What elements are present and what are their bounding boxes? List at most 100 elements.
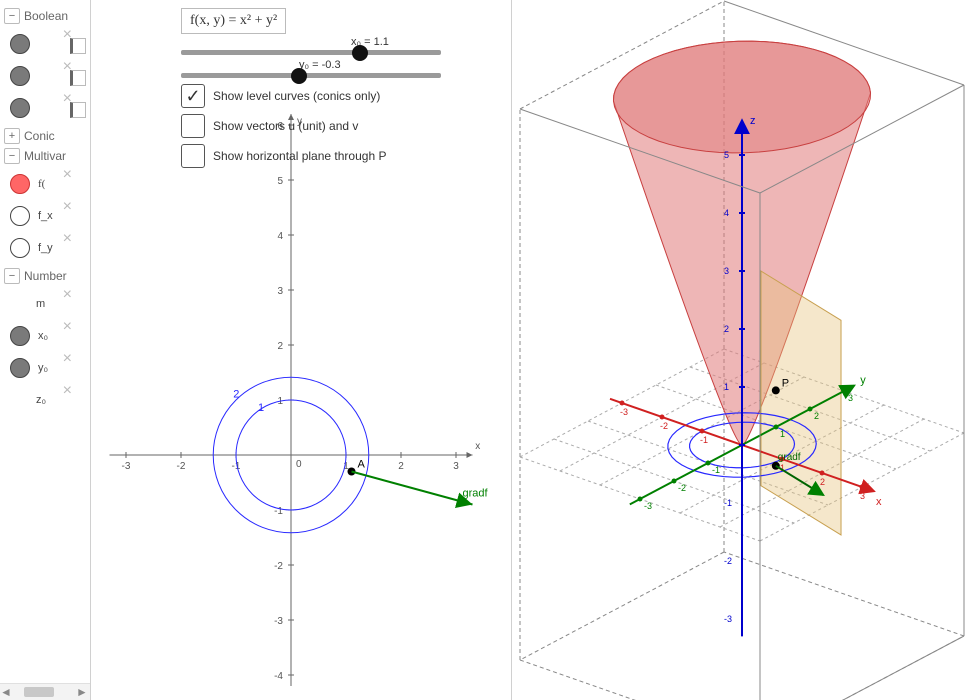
checkbox-icon[interactable]: ✓ [181, 84, 205, 108]
visibility-dot-icon[interactable] [10, 238, 30, 258]
algebra-item[interactable]: × f( [4, 168, 88, 200]
category-label: Multivar [24, 149, 66, 163]
svg-text:-1: -1 [724, 498, 732, 508]
category-number[interactable]: −Number [4, 268, 88, 284]
svg-text:4: 4 [724, 208, 729, 218]
visibility-dot-icon[interactable] [10, 98, 30, 118]
algebra-item[interactable]: × [4, 60, 88, 92]
svg-text:3: 3 [848, 393, 853, 403]
svg-text:-2: -2 [177, 461, 186, 472]
visibility-dot-icon[interactable] [10, 358, 30, 378]
object-thumb-icon [70, 102, 86, 118]
graphics-2d-view[interactable]: -3-2-1123-4-3-2-1123456xy012Agradf f(x, … [91, 0, 512, 700]
svg-text:z: z [750, 115, 756, 127]
svg-text:5: 5 [277, 176, 283, 187]
close-icon[interactable]: × [63, 166, 72, 184]
svg-text:-2: -2 [724, 556, 732, 566]
svg-text:1: 1 [724, 382, 729, 392]
box-edge [520, 660, 760, 700]
svg-text:3: 3 [277, 286, 283, 297]
algebra-item[interactable]: ×m [4, 288, 88, 320]
item-label: f_x [38, 210, 53, 222]
svg-text:A: A [358, 459, 366, 471]
algebra-item[interactable]: × [4, 92, 88, 124]
close-icon[interactable]: × [63, 286, 72, 304]
svg-text:-4: -4 [274, 671, 283, 682]
toggle-icon[interactable]: − [4, 268, 20, 284]
visibility-dot-icon[interactable] [10, 66, 30, 86]
close-icon[interactable]: × [63, 318, 72, 336]
algebra-item[interactable]: × f_y [4, 232, 88, 264]
toggle-icon[interactable]: − [4, 148, 20, 164]
item-label: f_y [38, 242, 53, 254]
svg-text:-3: -3 [274, 616, 283, 627]
point-P-3d[interactable] [772, 386, 780, 394]
item-label: f( [38, 178, 45, 190]
algebra-item[interactable]: × [4, 28, 88, 60]
toggle-icon[interactable]: − [4, 8, 20, 24]
svg-text:x: x [876, 496, 882, 508]
toggle-icon[interactable]: + [4, 128, 20, 144]
algebra-item[interactable]: × y₀ [4, 352, 88, 384]
checkbox-horiz_plane[interactable]: Show horizontal plane through P [181, 144, 441, 168]
slider-x0-knob[interactable] [352, 45, 368, 61]
algebra-sidebar: −Boolean×××+Conic−Multivar×f(×f_x×f_y−Nu… [0, 0, 91, 700]
category-label: Number [24, 269, 67, 283]
close-icon[interactable]: × [63, 198, 72, 216]
svg-text:2: 2 [398, 461, 404, 472]
category-multivariable[interactable]: −Multivar [4, 148, 88, 164]
visibility-dot-icon[interactable] [10, 326, 30, 346]
svg-text:1: 1 [258, 402, 264, 414]
svg-text:P: P [782, 377, 789, 389]
svg-text:-2: -2 [678, 483, 686, 493]
slider-x0[interactable]: x₀ = 1.1 [181, 50, 441, 55]
category-boolean[interactable]: −Boolean [4, 8, 88, 24]
svg-text:0: 0 [296, 459, 302, 470]
svg-text:-2: -2 [660, 421, 668, 431]
category-conic[interactable]: +Conic [4, 128, 88, 144]
svg-text:2: 2 [277, 341, 283, 352]
checkbox-label: Show vectors u (unit) and v [213, 119, 358, 133]
checkbox-level_curves[interactable]: ✓Show level curves (conics only) [181, 84, 441, 108]
close-icon[interactable]: × [63, 230, 72, 248]
svg-text:-3: -3 [122, 461, 131, 472]
scroll-thumb[interactable] [24, 687, 54, 697]
visibility-dot-icon[interactable] [10, 206, 30, 226]
visibility-dot-icon[interactable] [10, 174, 30, 194]
svg-text:2: 2 [233, 388, 239, 400]
svg-text:gradf: gradf [778, 452, 801, 463]
svg-text:y: y [860, 375, 866, 387]
object-thumb-icon [70, 38, 86, 54]
item-label: y₀ [38, 362, 48, 374]
tangent-plane [761, 271, 841, 535]
algebra-item[interactable]: × f_x [4, 200, 88, 232]
svg-text:3: 3 [453, 461, 459, 472]
checkbox-label: Show horizontal plane through P [213, 149, 386, 163]
box-edge [520, 552, 724, 660]
graphics-3d-view[interactable]: xyz-3-2-1123-3-2-1123-3-2-112345Pgradf [512, 0, 980, 700]
function-definition[interactable]: f(x, y) = x² + y² [181, 8, 286, 34]
checkbox-icon[interactable] [181, 114, 205, 138]
close-icon[interactable]: × [63, 350, 72, 368]
scroll-left-icon[interactable]: ◄ [0, 685, 12, 699]
svg-text:-1: -1 [700, 435, 708, 445]
svg-text:gradf: gradf [463, 488, 489, 500]
svg-text:1: 1 [780, 429, 785, 439]
checkbox-icon[interactable] [181, 144, 205, 168]
svg-text:-3: -3 [620, 407, 628, 417]
algebra-item[interactable]: ×x₀ [4, 320, 88, 352]
svg-text:3: 3 [860, 491, 865, 501]
visibility-dot-icon[interactable] [10, 34, 30, 54]
svg-text:2: 2 [814, 411, 819, 421]
sidebar-h-scrollbar[interactable]: ◄ ► [0, 683, 90, 700]
checkbox-vectors_uv[interactable]: Show vectors u (unit) and v [181, 114, 441, 138]
slider-y0[interactable]: y₀ = -0.3 [181, 73, 441, 78]
slider-y0-knob[interactable] [291, 68, 307, 84]
close-icon[interactable]: × [63, 382, 72, 400]
svg-text:-3: -3 [724, 614, 732, 624]
object-thumb-icon [70, 70, 86, 86]
scroll-right-icon[interactable]: ► [76, 685, 88, 699]
app-root: −Boolean×××+Conic−Multivar×f(×f_x×f_y−Nu… [0, 0, 980, 700]
algebra-item[interactable]: ×z₀ [4, 384, 88, 416]
svg-text:5: 5 [724, 150, 729, 160]
